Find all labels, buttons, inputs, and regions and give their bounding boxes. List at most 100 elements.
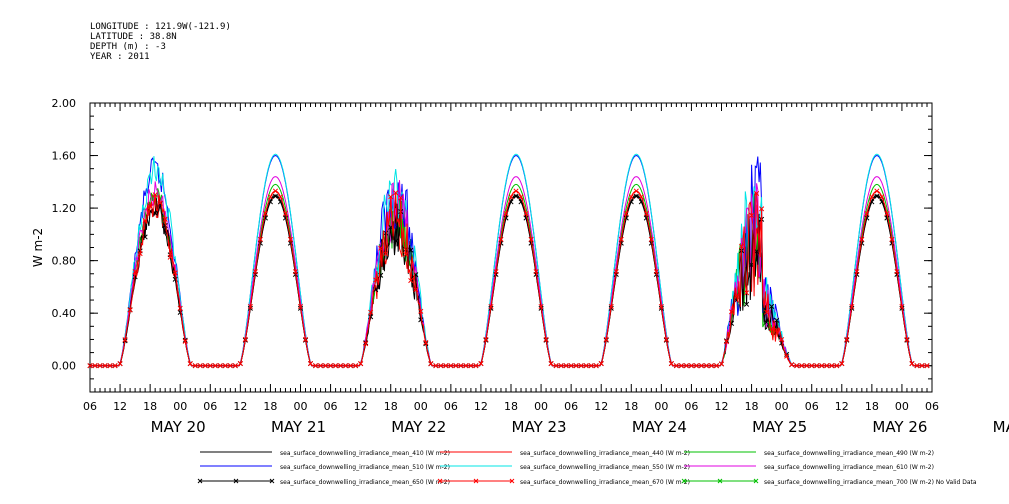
series-marker-8 [819,363,825,369]
series-marker-8 [408,277,414,284]
series-marker-8 [839,360,845,367]
series-marker-8 [518,194,524,200]
series-marker-7 [162,222,168,228]
series-marker-8 [348,363,354,369]
series-marker-8 [884,210,890,217]
series-marker-8 [232,363,238,369]
x-hour-label: 18 [504,400,518,413]
series-marker-8 [749,212,755,218]
series-marker-7 [889,240,895,246]
series-marker-8 [147,203,153,209]
series-marker-8 [548,360,554,367]
series-marker-8 [593,363,599,369]
series-marker-8 [498,236,504,242]
x-hour-label: 06 [684,400,698,413]
x-hour-label: 12 [233,400,247,413]
x-hour-label: 12 [354,400,368,413]
series-marker-8 [388,194,394,200]
series-marker-8 [779,337,785,343]
series-marker-8 [333,363,339,369]
series-marker-8 [859,236,865,242]
legend-label-5: sea_surface_downwelling_irradiance_mean_… [520,464,690,471]
x-day-label: MAY 24 [632,418,687,436]
legend-label-3: sea_surface_downwelling_irradiance_mean_… [764,450,934,457]
series-marker-8 [413,286,419,293]
series-marker-8 [162,216,168,222]
series-marker-8 [468,363,474,369]
series-marker-7 [513,193,519,199]
series-marker-8 [723,339,730,345]
series-marker-8 [282,210,289,217]
y-tick-label: 1.60 [52,150,77,163]
series-marker-8 [237,360,243,367]
legend-marker [681,478,687,484]
series-marker-7 [774,317,780,323]
series-marker-8 [508,194,514,200]
series-marker-8 [328,363,334,369]
series-marker-8 [493,269,499,275]
series-marker-8 [257,236,263,242]
plot-frame [89,102,933,393]
series-marker-8 [217,363,223,369]
series-marker-8 [538,303,544,310]
series-marker-8 [869,194,875,200]
year-label: YEAR : 2011 [90,52,150,62]
series-marker-8 [102,363,108,369]
latitude-label: LATITUDE : 38.8N [90,32,177,42]
x-day-label: MAY 21 [271,418,326,436]
series-marker-8 [197,363,203,369]
x-day-label: MAY 20 [151,418,206,436]
series-marker-8 [503,210,509,217]
series-marker-8 [613,269,619,275]
series-marker-8 [272,188,278,194]
series-marker-7 [287,240,294,246]
series-marker-8 [418,308,424,314]
x-hour-label: 18 [384,400,398,413]
series-marker-8 [794,363,800,369]
series-marker-8 [423,340,429,346]
series-marker-8 [222,363,228,369]
x-hour-label: 12 [715,400,729,413]
series-marker-8 [718,361,725,367]
series-marker-8 [157,200,163,206]
series-marker-8 [578,363,584,369]
series-marker-8 [483,336,489,342]
series-marker-8 [598,360,604,367]
series-marker-8 [678,363,684,369]
series-marker-8 [799,363,805,369]
series-marker-8 [142,218,148,224]
y-tick-label: 0.40 [52,307,77,320]
series-marker-8 [924,363,930,369]
series-marker-7 [764,319,770,325]
series-marker-8 [698,363,705,369]
x-hour-label: 00 [173,400,187,413]
x-hour-label: 00 [654,400,668,413]
legend-label-9: sea_surface_downwelling_irradiance_mean_… [764,479,977,486]
series-line-3 [90,183,930,367]
series-marker-8 [643,210,649,217]
series-marker-8 [167,254,173,260]
series-line-2 [90,190,930,367]
series-marker-8 [252,269,258,275]
legend-label-7: sea_surface_downwelling_irradiance_mean_… [280,479,450,486]
series-marker-8 [107,363,113,369]
series-marker-8 [774,327,780,333]
series-marker-8 [207,363,213,369]
legend-marker [473,478,479,484]
series-marker-8 [242,336,248,342]
series-line-1 [90,194,930,367]
series-marker-8 [894,269,900,275]
series-marker-8 [683,363,689,369]
x-hour-label: 00 [895,400,909,413]
series-marker-7 [393,238,399,244]
x-hour-label: 18 [745,400,759,413]
series-marker-8 [899,303,905,310]
series-marker-8 [277,194,284,200]
series-marker-8 [844,336,850,342]
series-marker-8 [87,363,93,369]
series-marker-8 [754,190,760,197]
legend-marker [717,478,723,484]
legend-marker [197,478,203,484]
series-marker-8 [262,210,268,217]
